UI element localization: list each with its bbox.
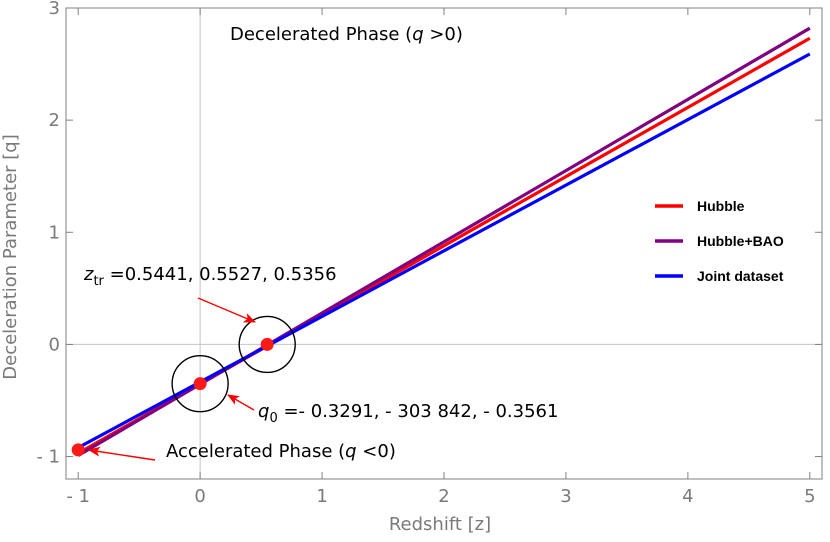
x-tick-label: 4 xyxy=(682,486,693,507)
arrow-accelerated xyxy=(88,446,156,461)
markers xyxy=(71,315,296,457)
y-tick-label: 2 xyxy=(49,110,60,131)
arrow-q0 xyxy=(227,394,255,411)
series-line-joint-dataset xyxy=(77,52,811,450)
data-point xyxy=(71,443,85,457)
y-tick-label: - 1 xyxy=(36,447,60,468)
data-point xyxy=(260,337,274,351)
highlight-circle xyxy=(238,315,296,374)
y-axis-title: Deceleration Parameter [q] xyxy=(0,134,21,379)
annotation-ztr: ztr =0.5441, 0.5527, 0.5356 xyxy=(83,264,337,289)
x-tick-label: 2 xyxy=(438,486,449,507)
x-tick-label: 0 xyxy=(194,486,205,507)
reference-lines xyxy=(66,8,822,479)
legend-label-hubble-bao: Hubble+BAO xyxy=(697,233,784,249)
x-tick-label: - 1 xyxy=(66,486,90,507)
y-tick-label: 1 xyxy=(49,222,60,243)
legend-label-hubble: Hubble xyxy=(697,198,745,214)
annotation-accelerated: Accelerated Phase (q <0) xyxy=(166,441,396,462)
annotation-q0: q0 =- 0.3291, - 303 842, - 0.3561 xyxy=(258,401,558,426)
y-tick-label: 3 xyxy=(49,0,60,19)
annotation-decelerated: Decelerated Phase (q >0) xyxy=(230,24,463,45)
data-point xyxy=(193,377,207,391)
highlight-circle xyxy=(171,354,229,413)
arrow-ztr xyxy=(197,297,256,323)
y-axis: - 1 0 1 2 3 xyxy=(36,0,822,468)
legend: Hubble Hubble+BAO Joint dataset xyxy=(655,198,784,284)
x-tick-label: 1 xyxy=(316,486,327,507)
legend-label-joint: Joint dataset xyxy=(697,268,784,284)
x-tick-label: 5 xyxy=(804,486,815,507)
x-axis-title: Redshift [z] xyxy=(389,514,491,535)
x-tick-label: 3 xyxy=(560,486,571,507)
y-tick-label: 0 xyxy=(49,334,60,355)
x-axis: - 1 0 1 2 3 4 5 xyxy=(66,8,816,507)
